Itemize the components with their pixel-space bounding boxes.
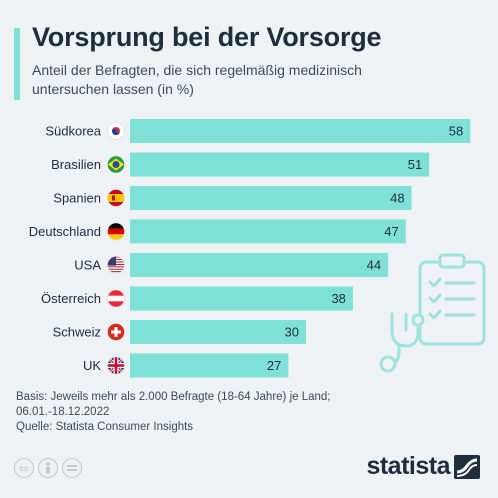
category-label: UK xyxy=(83,358,101,373)
value-label: 27 xyxy=(267,358,281,373)
value-label: 30 xyxy=(285,325,299,340)
footnote: Basis: Jeweils mehr als 2.000 Befragte (… xyxy=(16,390,396,435)
bar-5 xyxy=(130,286,353,311)
uk-flag-icon xyxy=(107,356,125,375)
title-accent-bar xyxy=(14,28,20,100)
category-label: Schweiz xyxy=(53,325,101,340)
cc-icon[interactable]: cc xyxy=(14,458,34,478)
value-label: 47 xyxy=(384,224,398,239)
brazil-flag-icon xyxy=(107,155,125,174)
by-icon[interactable] xyxy=(38,458,58,478)
bar-7 xyxy=(130,353,289,378)
chart-subtitle: Anteil der Befragten, die sich regelmäßi… xyxy=(32,62,362,97)
footnote-basis: Basis: Jeweils mehr als 2.000 Befragte (… xyxy=(16,391,331,403)
category-label: Österreich xyxy=(41,291,101,306)
bar-4 xyxy=(130,253,389,277)
germany-flag-icon xyxy=(107,222,125,241)
category-label: Spanien xyxy=(53,191,101,206)
statista-wave-icon xyxy=(454,454,480,479)
footnote-period: 06.01.-18.12.2022 xyxy=(16,406,110,418)
clipboard-stethoscope-icon xyxy=(379,253,486,373)
value-label: 48 xyxy=(390,191,404,206)
value-label: 44 xyxy=(367,258,381,273)
austria-flag-icon xyxy=(107,289,125,308)
south-korea-flag-icon xyxy=(107,122,125,140)
license-icons: cc xyxy=(14,458,82,478)
bar-2 xyxy=(130,186,412,210)
category-label: Deutschland xyxy=(29,224,101,239)
footnote-source: Quelle: Statista Consumer Insights xyxy=(16,421,194,433)
bar-1 xyxy=(130,152,430,177)
spain-flag-icon xyxy=(107,189,125,207)
bar-0 xyxy=(130,119,471,143)
value-label: 38 xyxy=(331,291,345,306)
category-label: Brasilien xyxy=(51,157,101,172)
usa-flag-icon xyxy=(107,256,125,274)
nd-icon[interactable] xyxy=(62,458,82,478)
brand-name: statista xyxy=(366,452,450,480)
switzerland-flag-icon xyxy=(107,323,125,341)
category-label: USA xyxy=(74,258,101,273)
bar-3 xyxy=(130,219,406,244)
bar-6 xyxy=(130,320,306,344)
chart-title: Vorsprung bei der Vorsorge xyxy=(32,22,382,52)
category-label: Südkorea xyxy=(45,124,101,139)
statista-logo[interactable]: statista xyxy=(366,452,480,481)
value-label: 51 xyxy=(408,157,422,172)
value-label: 58 xyxy=(449,124,463,139)
